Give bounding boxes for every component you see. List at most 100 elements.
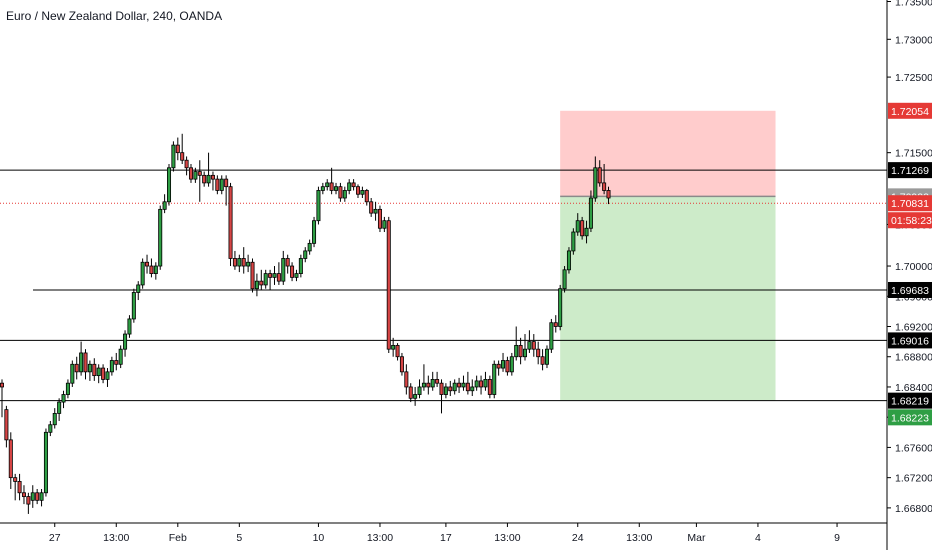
candle-body — [171, 144, 176, 169]
candle-body — [457, 382, 462, 388]
x-tick-label: 9 — [834, 532, 840, 544]
candle-body — [61, 394, 66, 403]
candle-body — [408, 386, 413, 399]
current-price-tag: 1.70831 — [891, 198, 929, 210]
candle-body — [210, 174, 215, 180]
candle-body — [588, 197, 593, 229]
candle-body — [531, 341, 536, 350]
x-tick-label: 13:00 — [494, 532, 520, 544]
candle-body — [496, 363, 501, 369]
candle-body — [443, 386, 448, 395]
candle-body — [580, 220, 585, 237]
candle-body — [303, 250, 308, 259]
candle-body — [342, 190, 347, 199]
candle-body — [140, 261, 145, 286]
candle-body — [338, 186, 343, 199]
x-tick-label: 4 — [755, 532, 761, 544]
candle-body — [377, 208, 382, 229]
candle-body — [175, 144, 180, 154]
candle-body — [430, 379, 435, 388]
candle-body — [272, 273, 277, 278]
x-tick-label: 13:00 — [626, 532, 652, 544]
candle-body — [316, 190, 321, 222]
x-tick-label: 5 — [236, 532, 242, 544]
candle-body — [92, 363, 97, 377]
x-tick-label: 13:00 — [103, 532, 129, 544]
candle-body — [575, 220, 580, 233]
candle-body — [237, 258, 242, 267]
level-tag: 1.69683 — [891, 285, 929, 297]
current-price-tag-bg — [888, 195, 932, 212]
candle-body — [35, 492, 40, 501]
candle-body — [312, 220, 317, 244]
y-tick-label: 1.67200 — [895, 473, 932, 485]
candle-body — [215, 178, 220, 191]
candle-body — [351, 182, 356, 188]
x-tick-label: 17 — [440, 532, 452, 544]
candle-body — [571, 231, 576, 252]
candle-body — [395, 344, 400, 358]
candle-body — [536, 348, 541, 358]
candle-body — [439, 382, 444, 395]
take-profit-zone[interactable] — [560, 196, 776, 401]
candle-body — [540, 356, 545, 365]
candle-body — [413, 394, 418, 399]
candle-body — [527, 341, 532, 350]
candle-body — [158, 208, 163, 267]
candle-body — [13, 477, 18, 482]
stop-loss-zone[interactable] — [560, 110, 776, 197]
y-tick-label: 1.70000 — [895, 261, 932, 273]
countdown-tag: 01:58:23 — [891, 215, 932, 227]
y-tick-label: 1.68400 — [895, 382, 932, 394]
candle-body — [325, 182, 330, 188]
candle-body — [606, 190, 611, 199]
candle-body — [153, 265, 158, 274]
candle-body — [114, 360, 119, 365]
candle-body — [597, 167, 602, 184]
candle-body — [254, 280, 259, 290]
x-tick-label: 27 — [49, 532, 61, 544]
candle-body — [562, 269, 567, 290]
countdown-tag-bg — [888, 212, 932, 229]
candle-body — [452, 382, 457, 392]
candle-body — [224, 178, 229, 188]
candle-body — [162, 201, 167, 210]
x-tick-label: 10 — [313, 532, 325, 544]
candle-body — [382, 220, 387, 229]
candle-body — [566, 250, 571, 271]
stop-price-tag: 1.72054 — [891, 106, 929, 118]
candle-body — [281, 258, 286, 282]
candle-body — [426, 382, 431, 388]
x-tick-label: Feb — [169, 532, 187, 544]
candle-body — [501, 360, 506, 369]
candle-body — [188, 167, 193, 180]
candle-body — [184, 159, 189, 169]
candle-body — [369, 201, 374, 214]
candle-body — [118, 348, 123, 365]
candle-body — [136, 284, 141, 293]
y-tick-label: 1.68800 — [895, 352, 932, 364]
level-tag: 1.68219 — [891, 396, 929, 408]
candle-body — [544, 348, 549, 365]
candle-body — [435, 379, 440, 384]
candle-body — [492, 363, 497, 395]
candle-body — [602, 182, 607, 191]
candle-body — [523, 348, 528, 358]
candle-body — [329, 182, 334, 191]
candle-body — [145, 261, 150, 267]
candle-body — [386, 220, 391, 350]
candle-body — [167, 167, 172, 203]
level-tag: 1.69016 — [891, 335, 929, 347]
candle-body — [105, 371, 110, 380]
candle-body — [417, 386, 422, 395]
candle-body — [483, 379, 488, 388]
x-tick-label: 24 — [572, 532, 584, 544]
candle-body — [197, 171, 202, 176]
candle-body — [553, 322, 558, 327]
candle-body — [180, 152, 185, 161]
candle-body — [360, 190, 365, 195]
candle-body — [294, 273, 299, 278]
candle-body — [127, 318, 132, 335]
candle-body — [307, 242, 312, 252]
